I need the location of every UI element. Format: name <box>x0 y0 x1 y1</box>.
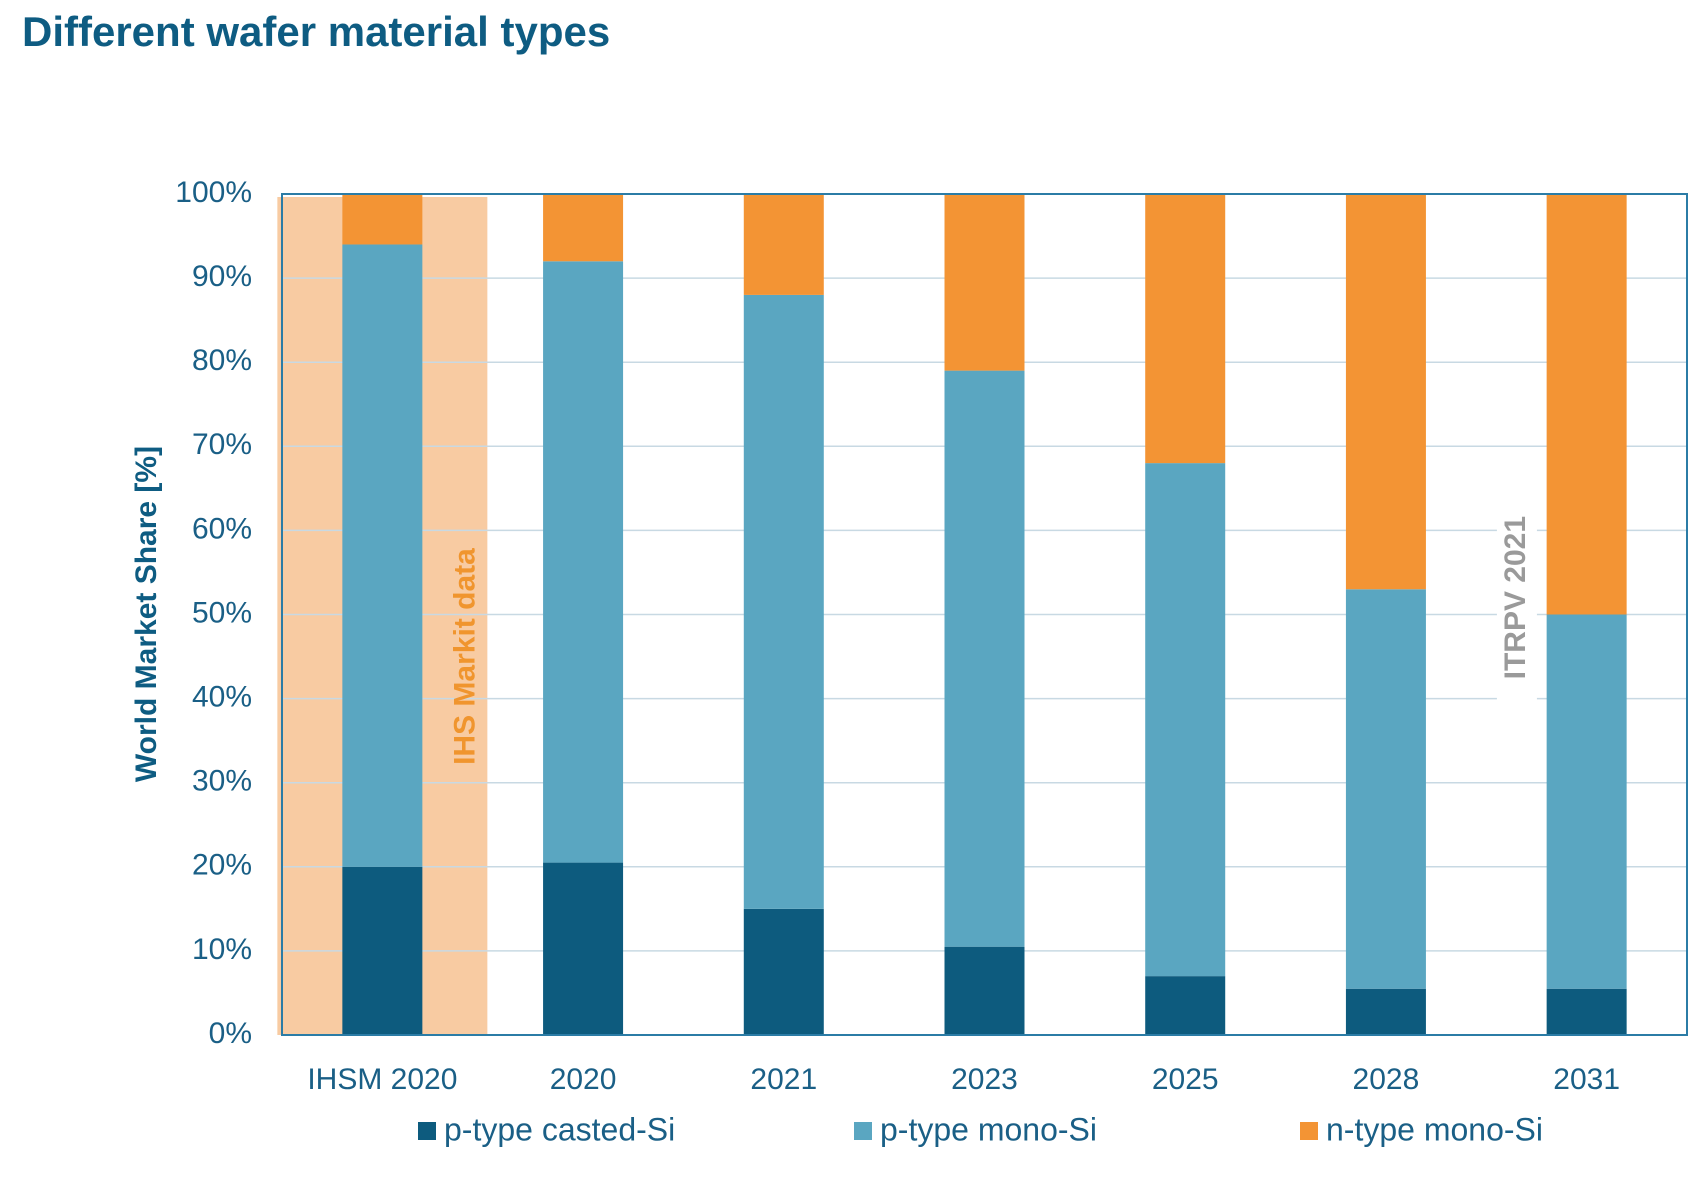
bar-segment-n-type-mono-si <box>1345 194 1426 590</box>
legend-item-p-type-casted-si: p-type casted-Si <box>418 1111 675 1147</box>
bar-segment-p-type-casted-si <box>342 866 423 1035</box>
bar-segment-p-type-casted-si <box>944 946 1025 1035</box>
legend-swatch <box>854 1122 872 1140</box>
bar-segment-p-type-casted-si <box>743 908 824 1035</box>
x-category-label: 2021 <box>750 1063 817 1096</box>
y-tick-label: 10% <box>192 933 252 966</box>
y-tick-label: 0% <box>209 1017 252 1050</box>
y-tick-label: 60% <box>192 512 252 545</box>
bar-segment-n-type-mono-si <box>944 194 1025 371</box>
bar-segment-p-type-casted-si <box>1345 988 1426 1035</box>
bar-segment-n-type-mono-si <box>743 194 824 295</box>
legend-item-n-type-mono-si: n-type mono-Si <box>1300 1111 1543 1147</box>
bar-segment-p-type-mono-si <box>1345 589 1426 989</box>
bar-segment-p-type-mono-si <box>543 261 624 863</box>
y-tick-label: 70% <box>192 428 252 461</box>
bar-segment-n-type-mono-si <box>1145 194 1226 464</box>
y-tick-label: 80% <box>192 344 252 377</box>
bar-segment-n-type-mono-si <box>342 194 423 245</box>
y-tick-label: 40% <box>192 681 252 714</box>
legend-item-p-type-mono-si: p-type mono-Si <box>854 1111 1097 1147</box>
y-tick-label: 20% <box>192 849 252 882</box>
legend-swatch <box>418 1122 436 1140</box>
annotation-backdrop <box>1496 492 1537 703</box>
y-tick-labels: 0% 10% 20% 30% 40% 50% 60% 70% 80% 90% 100% <box>175 176 252 1050</box>
bar-segment-p-type-casted-si <box>543 862 624 1035</box>
x-category-label: 2031 <box>1553 1063 1620 1096</box>
bar-segment-n-type-mono-si <box>543 194 624 262</box>
bar-segment-p-type-casted-si <box>1546 988 1627 1035</box>
itrpv-annotation: ITRPV 2021 <box>1499 516 1532 679</box>
legend-label: p-type casted-Si <box>444 1111 675 1147</box>
bar-segment-p-type-mono-si <box>1546 614 1627 989</box>
x-category-label: 2023 <box>951 1063 1018 1096</box>
bar-segment-n-type-mono-si <box>1546 194 1627 615</box>
ihs-markit-annotation: IHS Markit data <box>448 548 481 765</box>
y-tick-label: 100% <box>175 176 252 209</box>
bar-segment-p-type-mono-si <box>1145 463 1226 977</box>
bars <box>342 194 1627 1035</box>
y-tick-label: 30% <box>192 765 252 798</box>
x-category-label: IHSM 2020 <box>307 1063 457 1096</box>
legend-label: n-type mono-Si <box>1326 1111 1543 1147</box>
annotations: IHS Markit data ITRPV 2021 <box>448 492 1537 765</box>
y-axis-title: World Market Share [%] <box>130 446 163 782</box>
bar-segment-p-type-mono-si <box>944 370 1025 947</box>
bar-segment-p-type-mono-si <box>342 244 423 867</box>
y-tick-label: 90% <box>192 260 252 293</box>
y-tick-label: 50% <box>192 596 252 629</box>
x-category-label: 2025 <box>1152 1063 1219 1096</box>
bar-segment-p-type-mono-si <box>743 294 824 909</box>
legend: p-type casted-Si p-type mono-Si n-type mon… <box>418 1111 1543 1147</box>
bar-segment-p-type-casted-si <box>1145 976 1226 1035</box>
plot-frame <box>281 193 1688 1036</box>
x-category-label: 2028 <box>1353 1063 1420 1096</box>
legend-label: p-type mono-Si <box>880 1111 1097 1147</box>
legend-swatch <box>1300 1122 1318 1140</box>
x-category-label: 2020 <box>550 1063 617 1096</box>
x-category-labels: IHSM 2020 2020 2021 2023 2025 2028 2031 <box>307 1063 1620 1096</box>
chart-title: Different wafer material types <box>22 8 611 55</box>
